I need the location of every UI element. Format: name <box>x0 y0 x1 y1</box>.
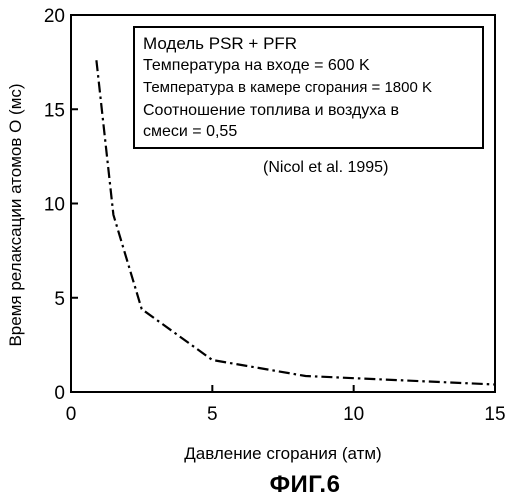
y-tick-label: 10 <box>44 195 65 216</box>
y-axis-label: Время релаксации атомов O (мс) <box>6 83 25 346</box>
figure-caption: ФИГ.6 <box>0 471 516 499</box>
y-tick-label: 5 <box>54 289 65 310</box>
x-axis-label: Давление сгорания (атм) <box>184 444 381 463</box>
info-line-inlet-temperature: Температура на входе = 600 K <box>143 55 370 76</box>
info-line-combustor-temperature: Температура в камере сгорания = 1800 K <box>143 77 432 98</box>
model-info-box: Модель PSR + PFR Температура на входе = … <box>133 26 484 149</box>
x-tick-label: 10 <box>343 404 364 425</box>
x-tick-label: 15 <box>484 404 505 425</box>
reference-citation: (Nicol et al. 1995) <box>263 159 388 177</box>
info-line-model: Модель PSR + PFR <box>143 33 297 54</box>
info-line-fuel-air-ratio-2: смеси = 0,55 <box>143 121 237 142</box>
info-line-fuel-air-ratio-1: Соотношение топлива и воздуха в <box>143 100 399 121</box>
y-tick-label: 0 <box>54 383 65 404</box>
x-tick-label: 5 <box>207 404 218 425</box>
x-tick-label: 0 <box>66 404 77 425</box>
y-tick-label: 15 <box>44 100 65 121</box>
y-tick-label: 20 <box>44 6 65 27</box>
